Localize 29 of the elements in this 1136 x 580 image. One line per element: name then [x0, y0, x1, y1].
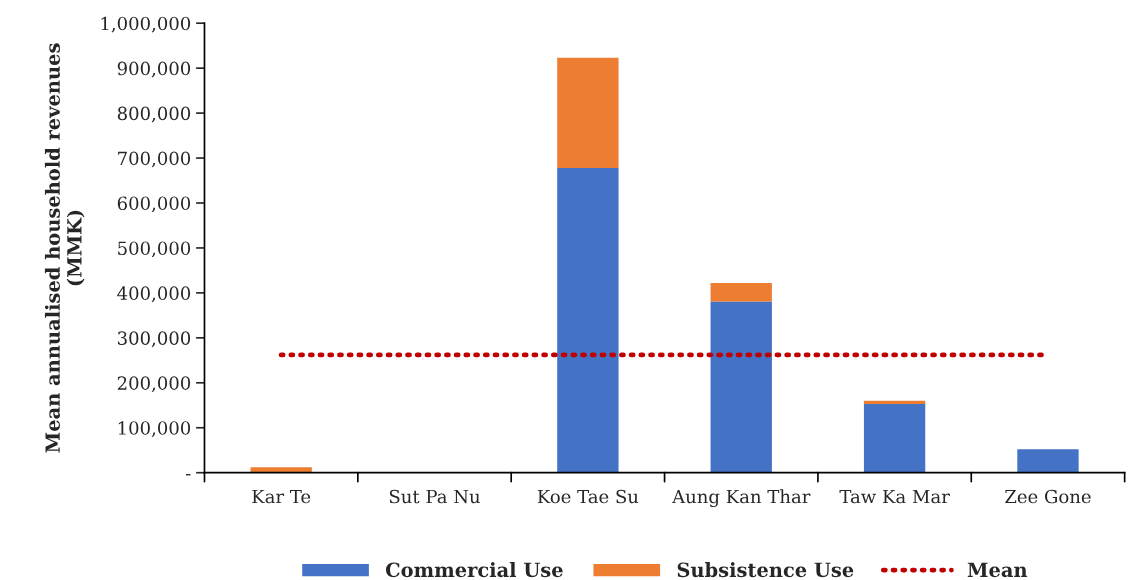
bar: [1017, 449, 1079, 473]
y-tick-label: 600,000: [117, 196, 191, 213]
y-tick-label: 300,000: [118, 331, 191, 348]
y-tick-label: 500,000: [118, 241, 191, 258]
x-tick-label: Zee Gone: [1005, 489, 1091, 504]
legend-label: Commercial Use: [385, 562, 563, 578]
legend-label: Subsistence Use: [677, 562, 854, 578]
bar: [710, 283, 772, 302]
y-tick-label: 900,000: [117, 61, 191, 78]
bar: [557, 57, 619, 168]
x-tick-label: Aung Kan Thar: [671, 489, 811, 508]
y-tick-label: 100,000: [118, 421, 191, 438]
bar: [863, 403, 926, 473]
y-tick-label: 200,000: [117, 376, 191, 393]
legend-label: Mean: [967, 562, 1028, 578]
bar: [250, 467, 312, 473]
bar: [557, 167, 619, 473]
x-tick-label: Sut Pa Nu: [389, 489, 480, 504]
x-tick-label: Taw Ka Mar: [839, 489, 950, 504]
bar: [710, 301, 772, 473]
y-tick-label: 1,000,000: [101, 16, 191, 33]
y-tick-label: 400,000: [117, 286, 191, 303]
y-tick-label: -: [185, 474, 191, 476]
y-axis-title: Mean annualised household revenues (MMK): [44, 43, 85, 453]
x-tick-label: Kar Te: [252, 489, 311, 504]
y-tick-label: 800,000: [117, 106, 191, 123]
y-tick-label: 700,000: [118, 151, 191, 168]
x-tick-label: Koe Tae Su: [537, 489, 639, 504]
bar: [863, 400, 926, 404]
